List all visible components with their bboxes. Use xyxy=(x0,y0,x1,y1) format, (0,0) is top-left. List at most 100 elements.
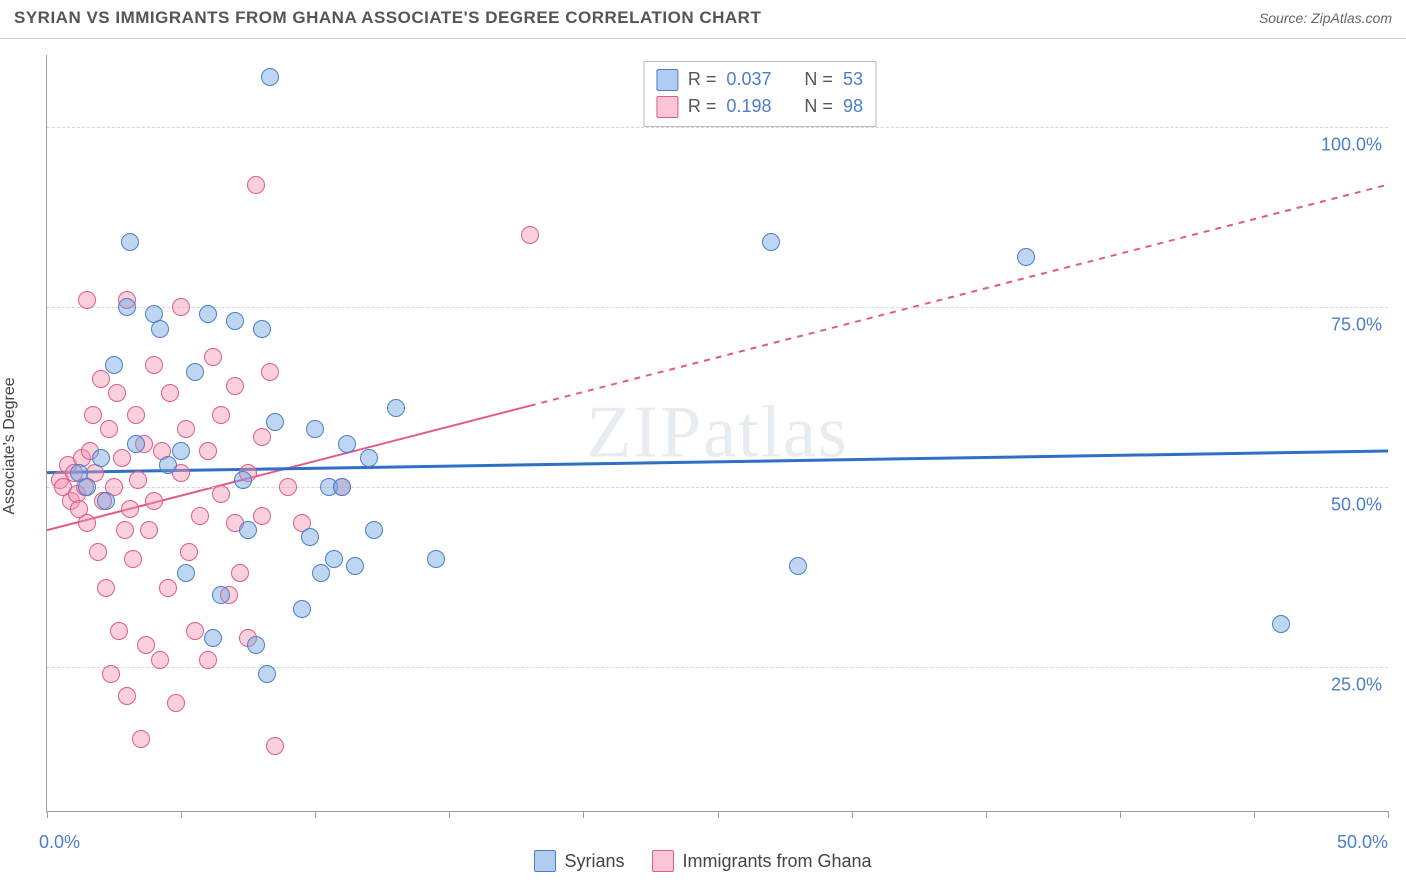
legend-label-syrians: Syrians xyxy=(564,851,624,872)
data-point-ghana xyxy=(521,226,539,244)
data-point-ghana xyxy=(159,579,177,597)
plot-frame: ZIPatlas 25.0%50.0%75.0%100.0% R = 0.037… xyxy=(46,55,1388,812)
n-value-ghana: 98 xyxy=(843,93,863,120)
data-point-ghana xyxy=(266,737,284,755)
data-point-syrians xyxy=(105,356,123,374)
source-link[interactable]: ZipAtlas.com xyxy=(1311,10,1392,26)
data-point-syrians xyxy=(247,636,265,654)
data-point-ghana xyxy=(161,384,179,402)
trend-lines xyxy=(47,55,1388,811)
data-point-ghana xyxy=(127,406,145,424)
data-point-syrians xyxy=(97,492,115,510)
data-point-syrians xyxy=(234,471,252,489)
data-point-syrians xyxy=(333,478,351,496)
plot-area: ZIPatlas 25.0%50.0%75.0%100.0% xyxy=(47,55,1388,811)
data-point-ghana xyxy=(118,687,136,705)
x-tick xyxy=(449,811,450,818)
x-tick xyxy=(315,811,316,818)
data-point-ghana xyxy=(124,550,142,568)
data-point-syrians xyxy=(346,557,364,575)
data-point-syrians xyxy=(266,413,284,431)
y-tick-label: 75.0% xyxy=(1331,315,1382,336)
legend-series: Syrians Immigrants from Ghana xyxy=(0,850,1406,872)
data-point-ghana xyxy=(116,521,134,539)
legend-item-ghana: Immigrants from Ghana xyxy=(652,850,871,872)
data-point-ghana xyxy=(279,478,297,496)
data-point-syrians xyxy=(78,478,96,496)
data-point-syrians xyxy=(177,564,195,582)
data-point-syrians xyxy=(338,435,356,453)
data-point-syrians xyxy=(1272,615,1290,633)
grid-line xyxy=(47,307,1388,308)
data-point-ghana xyxy=(145,356,163,374)
legend-stats: R = 0.037 N = 53 R = 0.198 N = 98 xyxy=(643,61,876,127)
data-point-syrians xyxy=(360,449,378,467)
data-point-ghana xyxy=(89,543,107,561)
x-tick xyxy=(986,811,987,818)
legend-label-ghana: Immigrants from Ghana xyxy=(682,851,871,872)
data-point-ghana xyxy=(110,622,128,640)
x-tick xyxy=(718,811,719,818)
data-point-ghana xyxy=(92,370,110,388)
data-point-ghana xyxy=(172,298,190,316)
data-point-syrians xyxy=(762,233,780,251)
data-point-ghana xyxy=(167,694,185,712)
data-point-syrians xyxy=(127,435,145,453)
data-point-syrians xyxy=(212,586,230,604)
n-label: N = xyxy=(804,93,833,120)
data-point-ghana xyxy=(199,442,217,460)
data-point-syrians xyxy=(427,550,445,568)
data-point-ghana xyxy=(97,579,115,597)
data-point-syrians xyxy=(789,557,807,575)
data-point-ghana xyxy=(212,406,230,424)
title-bar: SYRIAN VS IMMIGRANTS FROM GHANA ASSOCIAT… xyxy=(0,0,1406,39)
data-point-ghana xyxy=(253,507,271,525)
n-value-syrians: 53 xyxy=(843,66,863,93)
data-point-ghana xyxy=(145,492,163,510)
data-point-syrians xyxy=(325,550,343,568)
data-point-ghana xyxy=(113,449,131,467)
data-point-ghana xyxy=(102,665,120,683)
data-point-syrians xyxy=(301,528,319,546)
x-tick xyxy=(1254,811,1255,818)
data-point-syrians xyxy=(306,420,324,438)
x-tick xyxy=(181,811,182,818)
swatch-blue-icon xyxy=(656,69,678,91)
data-point-ghana xyxy=(191,507,209,525)
swatch-pink-icon xyxy=(652,850,674,872)
data-point-ghana xyxy=(186,622,204,640)
data-point-syrians xyxy=(118,298,136,316)
legend-stats-row-syrians: R = 0.037 N = 53 xyxy=(656,66,863,93)
data-point-ghana xyxy=(253,428,271,446)
data-point-ghana xyxy=(204,348,222,366)
data-point-syrians xyxy=(1017,248,1035,266)
y-axis-title: Associate's Degree xyxy=(1,377,19,514)
data-point-syrians xyxy=(293,600,311,618)
data-point-syrians xyxy=(365,521,383,539)
data-point-ghana xyxy=(121,500,139,518)
y-tick-label: 25.0% xyxy=(1331,675,1382,696)
data-point-syrians xyxy=(204,629,222,647)
n-label: N = xyxy=(804,66,833,93)
data-point-ghana xyxy=(247,176,265,194)
x-tick xyxy=(1388,811,1389,818)
grid-line xyxy=(47,127,1388,128)
data-point-ghana xyxy=(108,384,126,402)
y-tick-label: 50.0% xyxy=(1331,495,1382,516)
data-point-ghana xyxy=(140,521,158,539)
legend-stats-row-ghana: R = 0.198 N = 98 xyxy=(656,93,863,120)
swatch-blue-icon xyxy=(534,850,556,872)
chart-title: SYRIAN VS IMMIGRANTS FROM GHANA ASSOCIAT… xyxy=(14,8,761,28)
r-label: R = xyxy=(688,66,717,93)
x-tick xyxy=(852,811,853,818)
data-point-ghana xyxy=(129,471,147,489)
r-value-ghana: 0.198 xyxy=(726,93,782,120)
data-point-syrians xyxy=(258,665,276,683)
data-point-ghana xyxy=(180,543,198,561)
x-tick xyxy=(583,811,584,818)
data-point-syrians xyxy=(159,456,177,474)
grid-line xyxy=(47,667,1388,668)
r-label: R = xyxy=(688,93,717,120)
data-point-syrians xyxy=(199,305,217,323)
data-point-ghana xyxy=(199,651,217,669)
